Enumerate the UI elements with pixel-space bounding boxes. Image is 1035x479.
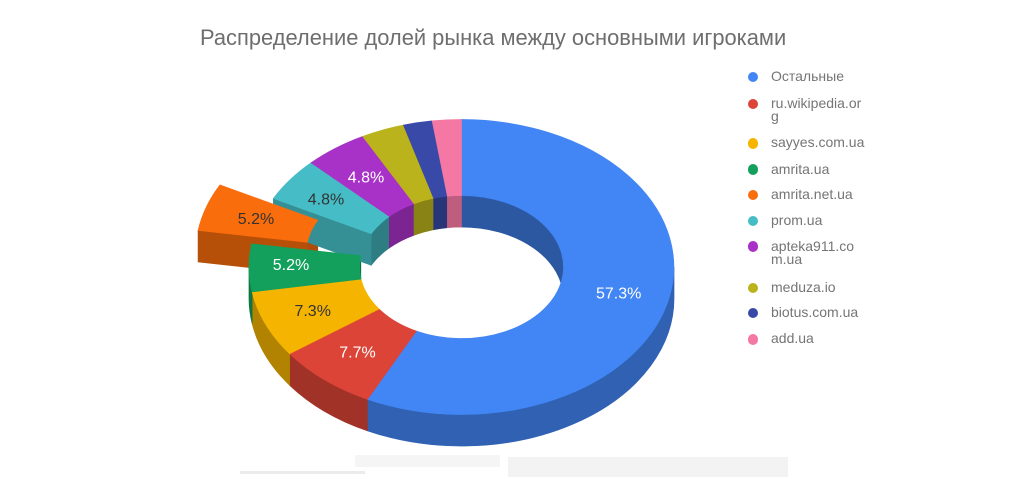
svg-text:5.2%: 5.2% [273,257,309,274]
svg-text:7.7%: 7.7% [339,345,375,362]
svg-text:57.3%: 57.3% [596,286,641,303]
svg-text:4.8%: 4.8% [308,192,344,209]
svg-text:5.2%: 5.2% [238,211,274,228]
svg-text:7.3%: 7.3% [294,303,330,320]
svg-text:4.8%: 4.8% [348,169,384,186]
